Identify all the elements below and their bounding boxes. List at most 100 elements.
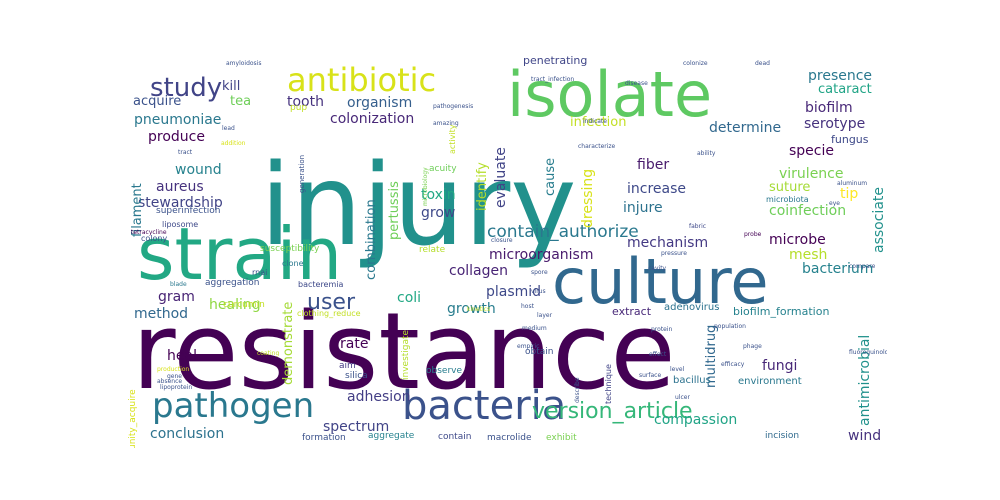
word-conclusion: conclusion (150, 426, 224, 442)
word-spore: spore (531, 269, 548, 276)
word-determine: determine (709, 120, 781, 136)
word-colonize: colonize (683, 60, 708, 67)
word-associate: associate (871, 187, 887, 253)
word-characterize: characterize (578, 143, 616, 150)
word-tea: tea (230, 94, 251, 109)
word-community-acquire: community_acquire (128, 389, 138, 448)
word-user: user (307, 290, 356, 315)
word-dressing: dressing (580, 169, 596, 228)
word-ulcer: ulcer (675, 394, 690, 401)
word-increase: increase (627, 181, 686, 197)
word-injure: injure (623, 200, 663, 216)
word-aim: aim (339, 361, 356, 371)
word-version-article: version_article (532, 399, 693, 424)
word-relate: relate (419, 245, 446, 255)
word-observe: observe (426, 366, 462, 376)
word-tip: tip (840, 186, 858, 202)
word-contain-authorize: contain_authorize (487, 222, 639, 242)
word-pup: pup (290, 103, 307, 113)
word-protein: protein (651, 326, 673, 333)
word-method: method (134, 306, 188, 322)
word-activity: activity (448, 124, 457, 154)
word-bacteremia: bacteremia (298, 280, 343, 289)
word-bacteria: bacteria (402, 383, 566, 429)
word-amyloidosis: amyloidosis (226, 60, 261, 67)
word-indicate: indicate (583, 118, 607, 125)
word-specie: specie (789, 143, 834, 159)
word-wound: wound (175, 162, 222, 178)
word-extract: extract (612, 305, 652, 318)
word-aluminum: aluminum (837, 180, 867, 187)
word-tract-infection: tract_infection (531, 76, 574, 83)
word-injury: injury (260, 141, 577, 271)
word-compassion: compassion (654, 412, 737, 428)
word-lead: lead (222, 125, 235, 132)
word-probe: probe (744, 231, 762, 238)
word-contain: contain (438, 432, 471, 442)
word-pneumoniae: pneumoniae (134, 112, 221, 128)
word-organism: organism (347, 95, 412, 111)
word-disease: disease (625, 80, 648, 87)
word-pertussis: pertussis (387, 181, 402, 240)
word-filament: filament (130, 183, 145, 237)
word-exhibit: exhibit (546, 433, 577, 443)
word-coating: coating (257, 350, 279, 357)
word-study: study (150, 73, 222, 103)
word-fabric: fabric (689, 223, 706, 230)
word-fungus: fungus (831, 133, 869, 146)
word-cavity: cavity (648, 265, 667, 272)
word-fiber: fiber (637, 157, 669, 173)
word-fluoroquinolone: fluoroquinolone (849, 349, 887, 356)
word-serotype: serotype (804, 116, 865, 132)
word-susceptibility: susceptibility (260, 244, 320, 254)
word-presence: presence (808, 68, 872, 84)
word-production: production (157, 366, 189, 373)
word-acquire: acquire (133, 94, 181, 109)
word-compare: compare (849, 263, 876, 270)
word-heal: heal (167, 348, 197, 364)
word-cataract: cataract (818, 82, 872, 97)
word-microbiology: microbiology (422, 167, 429, 206)
word-demonstrate: demonstrate (281, 302, 296, 385)
word-aureus: aureus (156, 179, 204, 195)
word-silica: silica (345, 371, 368, 381)
word-spectrum: spectrum (323, 419, 389, 435)
word-liposome: liposome (162, 220, 198, 229)
word-mechanism: mechanism (627, 235, 708, 251)
word-population: population (714, 323, 746, 330)
word-gram: gram (158, 289, 195, 305)
word-wind: wind (848, 428, 881, 444)
word-incision: incision (765, 431, 799, 441)
word-antimicrobial: antimicrobial (857, 335, 873, 426)
word-combination: combination (364, 199, 379, 280)
word-colony: colony (141, 234, 167, 243)
word-evaluate: evaluate (493, 147, 509, 208)
word-mesh: mesh (789, 247, 827, 263)
word-virus: virus (531, 288, 546, 295)
word-obtain: obtain (525, 347, 553, 357)
word-pathogen: pathogen (152, 386, 314, 426)
word-microbe: microbe (769, 232, 826, 248)
word-formation: formation (302, 433, 346, 443)
word-medium: medium (522, 325, 547, 332)
word-produce: produce (148, 129, 205, 145)
word-coli: coli (397, 290, 421, 306)
word-surface: surface (639, 372, 661, 379)
word-adhesion: adhesion (347, 389, 411, 405)
word-closure: closure (491, 237, 513, 244)
word-collagen: collagen (449, 263, 508, 279)
word-acuity: acuity (429, 164, 457, 174)
word-colonization: colonization (330, 111, 414, 127)
word-superinfection: superinfection (156, 206, 220, 216)
word-cause: cause (543, 158, 558, 196)
word-addition: addition (221, 140, 246, 147)
word-identify: identify (475, 162, 490, 211)
word-fungi: fungi (762, 358, 797, 374)
word-efficacy: efficacy (721, 361, 745, 368)
word-aggregate: aggregate (368, 431, 415, 441)
word-growth: growth (447, 301, 496, 317)
word-absence: absence (157, 378, 182, 385)
word-penetrating: penetrating (523, 54, 587, 67)
word-bacterium: bacterium (802, 261, 873, 277)
word-antibiotic: antibiotic (287, 61, 436, 99)
